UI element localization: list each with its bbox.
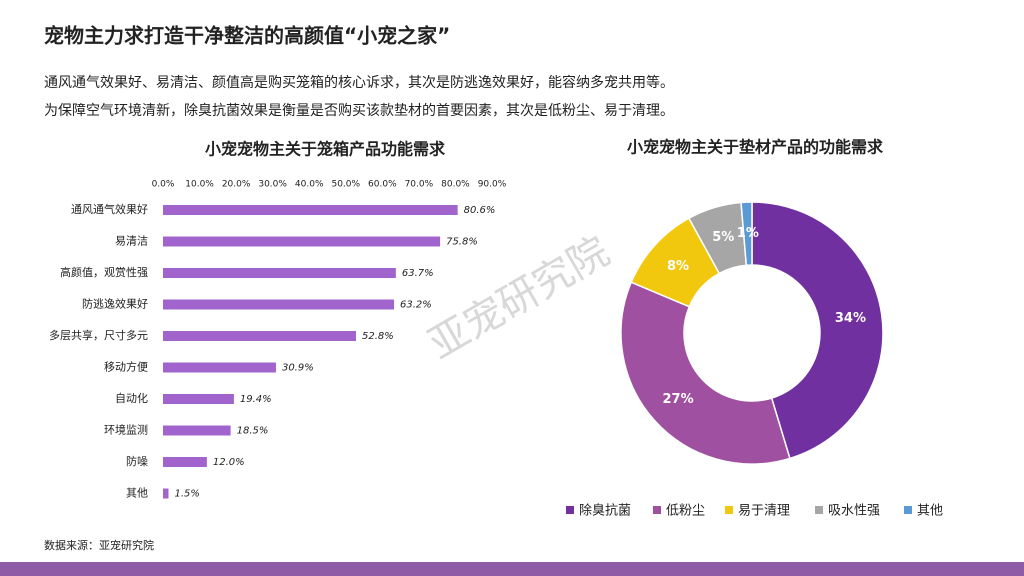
subtitle: 通风通气效果好、易清洁、颜值高是购买笼箱的核心诉求，其次是防逃逸效果好，能容纳多… (44, 74, 674, 91)
legend-swatch (725, 506, 733, 514)
legend-label: 易于清理 (738, 504, 790, 519)
subtitle: 为保障空气环境清新，除臭抗菌效果是衡量是否购买该款垫材的首要因素，其次是低粉尘、… (44, 103, 674, 119)
x-tick-label: 10.0% (185, 180, 214, 190)
bar (163, 236, 441, 247)
bar (163, 362, 276, 373)
slide-title: 宠物主力求打造干净整洁的高颜值“小宠之家” (44, 24, 450, 48)
x-tick-label: 20.0% (222, 180, 251, 190)
data-label: 75.8% (446, 237, 478, 248)
bar (163, 331, 357, 341)
data-label: 63.2% (400, 300, 432, 311)
legend-swatch (815, 506, 823, 514)
data-label: 1.5% (174, 489, 199, 500)
data-label: 18.5% (237, 426, 269, 437)
y-tick-label: 自动化 (115, 391, 148, 405)
x-tick-label: 70.0% (405, 180, 434, 190)
y-tick-label: 易清洁 (115, 235, 148, 248)
legend-swatch (653, 506, 661, 514)
data-label: 63.7% (402, 268, 434, 279)
data-label: 52.8% (362, 331, 394, 342)
donut-slice (740, 201, 753, 267)
y-tick-label: 移动方便 (104, 360, 148, 374)
bar (163, 425, 231, 436)
legend-swatch (904, 506, 912, 514)
bar (163, 205, 458, 215)
data-label: 1% (737, 226, 759, 241)
x-tick-label: 30.0% (258, 180, 287, 190)
data-label: 80.6% (464, 205, 496, 216)
data-label: 27% (662, 392, 693, 407)
x-tick-label: 0.0% (152, 180, 175, 190)
footer-bar (0, 562, 1024, 576)
donut-slice (620, 281, 791, 465)
legend-label: 低粉尘 (666, 504, 705, 519)
legend-swatch (566, 506, 574, 514)
bar (163, 457, 207, 467)
legend-label: 其他 (917, 504, 943, 519)
data-label: 19.4% (240, 394, 272, 405)
bar (163, 299, 395, 310)
bar (163, 394, 234, 404)
y-tick-label: 防逃逸效果好 (82, 297, 148, 311)
data-label: 34% (835, 311, 866, 326)
data-label: 30.9% (282, 363, 314, 374)
x-tick-label: 60.0% (368, 180, 397, 190)
chart-title: 小宠宠物主关于笼箱产品功能需求 (205, 140, 446, 159)
y-tick-label: 通风通气效果好 (71, 202, 148, 216)
x-tick-label: 40.0% (295, 180, 324, 190)
bar (163, 268, 396, 278)
legend-label: 吸水性强 (828, 504, 880, 519)
x-tick-label: 80.0% (441, 180, 470, 190)
chart-title: 小宠宠物主关于垫材产品的功能需求 (627, 138, 884, 157)
y-tick-label: 其他 (126, 487, 148, 500)
y-tick-label: 防噪 (126, 454, 148, 468)
y-tick-label: 多层共享，尺寸多元 (49, 328, 148, 342)
source: 数据来源：亚宠研究院 (44, 538, 154, 552)
donut-slice (751, 201, 884, 460)
data-label: 5% (712, 230, 734, 245)
x-tick-label: 90.0% (478, 180, 507, 190)
data-label: 8% (667, 259, 689, 274)
y-tick-label: 高颜值，观赏性强 (60, 265, 148, 279)
bar (163, 488, 169, 499)
y-tick-label: 环境监测 (104, 423, 148, 437)
data-label: 12.0% (213, 457, 245, 468)
legend-label: 除臭抗菌 (579, 504, 631, 519)
x-tick-label: 50.0% (331, 180, 360, 190)
